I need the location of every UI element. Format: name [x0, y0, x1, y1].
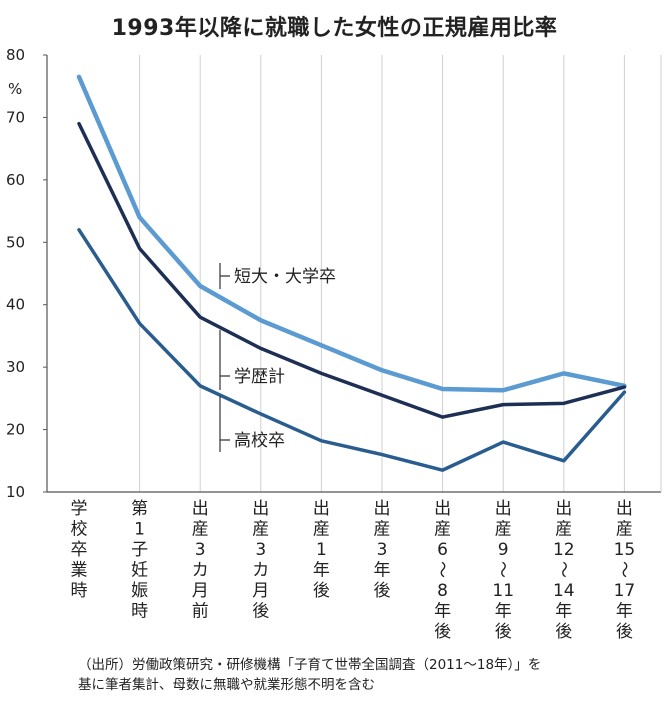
x-category-9-char-3: 〜 [613, 561, 633, 578]
x-category-2-char-4: 月 [192, 581, 209, 601]
grid-lines [46, 55, 662, 493]
series-label-2: 高校卒 [234, 431, 285, 451]
x-category-2-char-1: 産 [192, 520, 209, 540]
x-category-7-char-1: 産 [495, 520, 512, 540]
x-category-7-char-6: 後 [495, 622, 512, 642]
x-category-1-char-0: 第 [131, 499, 148, 519]
x-category-1-char-2: 子 [131, 540, 148, 560]
y-tick-50: 50 [6, 233, 25, 251]
x-category-4-char-0: 出 [313, 499, 330, 519]
series-label-leader-2 [219, 396, 230, 452]
x-category-2-char-3: カ [192, 561, 209, 581]
series-line-0 [76, 74, 627, 393]
y-tick-60: 60 [6, 171, 25, 189]
y-tick-10: 10 [6, 483, 25, 501]
x-category-6-char-0: 出 [434, 499, 451, 519]
x-category-1-char-1: 1 [134, 520, 145, 540]
x-category-8-char-4: 14 [553, 581, 575, 601]
x-category-5-char-3: 年 [374, 561, 391, 581]
y-tick-80: 80 [6, 46, 25, 64]
y-tick-70: 70 [6, 108, 25, 126]
y-axis-ticks: 10 20 30 40 50 60 70 80 [6, 46, 47, 501]
source-line-2: 基に筆者集計、母数に無職や就業形態不明を含む [78, 677, 375, 693]
x-category-6-char-1: 産 [434, 520, 451, 540]
series-lines [76, 74, 627, 472]
series-label-leader-1 [219, 330, 230, 390]
x-category-7-char-5: 年 [495, 602, 512, 622]
x-category-1-char-5: 時 [131, 602, 148, 622]
x-category-7-char-0: 出 [495, 499, 512, 519]
x-category-3-char-1: 産 [252, 520, 269, 540]
x-category-9-char-1: 産 [616, 520, 633, 540]
y-tick-30: 30 [6, 358, 25, 376]
x-category-4-char-1: 産 [313, 520, 330, 540]
x-category-3-char-4: 月 [252, 581, 269, 601]
x-category-4-char-2: 1 [316, 540, 327, 560]
x-category-3-char-0: 出 [252, 499, 269, 519]
x-category-8-char-6: 後 [555, 622, 572, 642]
y-tick-40: 40 [6, 296, 25, 314]
x-category-7-char-2: 9 [498, 540, 509, 560]
source-line-1: （出所）労働政策研究・研修機構「子育て世帯全国調査（2011〜18年）」を [78, 657, 542, 673]
x-category-0-char-2: 卒 [71, 540, 88, 560]
x-category-6-char-3: 〜 [432, 561, 452, 578]
chart-title: 1993年以降に就職した女性の正規雇用比率 [111, 16, 558, 41]
x-category-6-char-5: 年 [434, 602, 451, 622]
series-label-leader-0 [219, 263, 230, 289]
x-category-4-char-4: 後 [313, 581, 330, 601]
x-category-8-char-0: 出 [555, 499, 572, 519]
x-category-7-char-4: 11 [492, 581, 514, 601]
y-axis-unit: % [8, 80, 23, 98]
x-category-5-char-1: 産 [374, 520, 391, 540]
x-category-6-char-4: 8 [437, 581, 448, 601]
x-category-8-char-2: 12 [553, 540, 575, 560]
x-category-9-char-4: 17 [614, 581, 636, 601]
series-line-2 [77, 228, 627, 472]
y-tick-20: 20 [6, 421, 25, 439]
series-label-0: 短大・大学卒 [234, 267, 336, 287]
source-note: （出所）労働政策研究・研修機構「子育て世帯全国調査（2011〜18年）」を 基に… [78, 655, 541, 695]
x-category-2-char-0: 出 [192, 499, 209, 519]
x-category-8-char-3: 〜 [553, 561, 573, 578]
x-axis-categories: 学校卒業時第1子妊娠時出産3カ月前出産3カ月後出産1年後出産3年後出産6〜8年後… [71, 499, 636, 642]
x-category-3-char-2: 3 [255, 540, 266, 560]
x-category-8-char-5: 年 [555, 602, 572, 622]
x-category-0-char-1: 校 [71, 520, 88, 540]
x-category-5-char-4: 後 [374, 581, 391, 601]
x-category-9-char-2: 15 [614, 540, 636, 560]
x-category-9-char-5: 年 [616, 602, 633, 622]
x-category-3-char-3: カ [252, 561, 269, 581]
x-category-7-char-3: 〜 [492, 561, 512, 578]
x-category-1-char-4: 娠 [131, 581, 148, 601]
x-category-8-char-1: 産 [555, 520, 572, 540]
x-category-6-char-2: 6 [437, 540, 448, 560]
x-category-0-char-0: 学 [71, 499, 88, 519]
x-category-5-char-2: 3 [377, 540, 388, 560]
x-category-9-char-6: 後 [616, 622, 633, 642]
x-category-2-char-2: 3 [195, 540, 206, 560]
x-category-6-char-6: 後 [434, 622, 451, 642]
series-label-1: 学歴計 [234, 367, 285, 387]
x-category-9-char-0: 出 [616, 499, 633, 519]
x-category-4-char-3: 年 [313, 561, 330, 581]
x-category-0-char-4: 時 [71, 581, 88, 601]
x-category-2-char-5: 前 [192, 602, 209, 622]
x-category-1-char-3: 妊 [131, 561, 148, 581]
series-line-1 [77, 121, 627, 419]
x-category-3-char-5: 後 [252, 602, 269, 622]
x-category-5-char-0: 出 [374, 499, 391, 519]
x-category-0-char-3: 業 [71, 561, 88, 581]
